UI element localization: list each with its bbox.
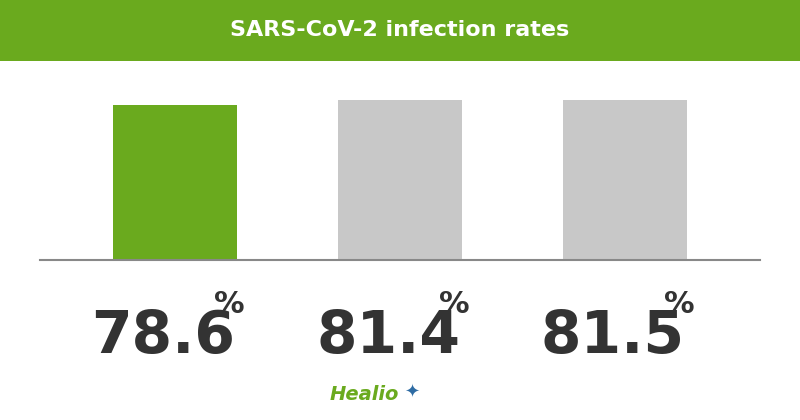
Text: Patients
receiving SCIT: Patients receiving SCIT bbox=[110, 18, 239, 57]
Text: Relatives
with allergy: Relatives with allergy bbox=[347, 18, 453, 57]
Bar bbox=[563, 100, 687, 260]
Text: SARS-CoV-2 infection rates: SARS-CoV-2 infection rates bbox=[230, 21, 570, 40]
Bar bbox=[338, 100, 462, 260]
Text: ✦: ✦ bbox=[405, 384, 419, 402]
Text: 81.4: 81.4 bbox=[316, 307, 460, 365]
Text: 78.6: 78.6 bbox=[91, 307, 235, 365]
Text: %: % bbox=[664, 290, 694, 319]
Text: %: % bbox=[214, 290, 245, 319]
Bar bbox=[113, 105, 237, 260]
Text: 81.5: 81.5 bbox=[541, 307, 685, 365]
Text: Relatives with
no allergy: Relatives with no allergy bbox=[562, 18, 688, 57]
Text: Healio: Healio bbox=[330, 385, 398, 404]
Text: %: % bbox=[439, 290, 470, 319]
